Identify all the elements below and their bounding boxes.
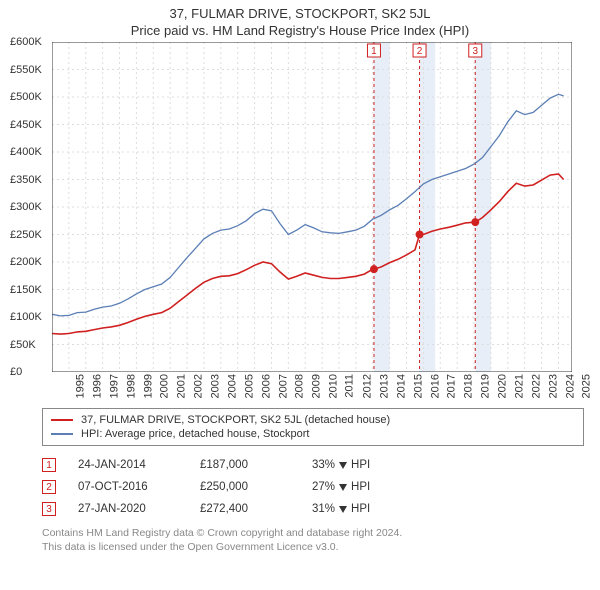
- x-tick-label: 1997: [108, 374, 120, 398]
- svg-text:3: 3: [472, 46, 478, 57]
- y-tick-label: £400K: [10, 146, 50, 158]
- x-axis: 1995 1996 1997 1998 1999 2000 2001 2002 2003 2004…: [52, 374, 572, 402]
- legend-label: HPI: Average price, detached house, Stoc…: [81, 428, 310, 440]
- x-tick-label: 2024: [564, 374, 576, 398]
- footer-line1: Contains HM Land Registry data © Crown c…: [42, 526, 584, 540]
- x-tick-label: 2022: [530, 374, 542, 398]
- transaction-row: 1 24-JAN-2014 £187,000 33% HPI: [42, 454, 584, 476]
- x-tick-label: 2010: [328, 374, 340, 398]
- y-tick-label: £600K: [10, 36, 50, 48]
- x-tick-label: 2012: [361, 374, 373, 398]
- x-tick-label: 1996: [91, 374, 103, 398]
- transaction-marker: 1: [42, 458, 56, 472]
- transaction-delta: 31% HPI: [312, 503, 370, 515]
- x-tick-label: 2007: [277, 374, 289, 398]
- x-tick-label: 2018: [463, 374, 475, 398]
- footer-line2: This data is licensed under the Open Gov…: [42, 540, 584, 554]
- transaction-price: £272,400: [200, 503, 290, 515]
- x-tick-label: 2002: [193, 374, 205, 398]
- chart-area: £0 £50K £100K £150K £200K £250K £300K £350K £400…: [10, 42, 590, 402]
- y-tick-label: £200K: [10, 256, 50, 268]
- plot-svg: 1 2 3: [52, 42, 572, 372]
- chart-container: 37, FULMAR DRIVE, STOCKPORT, SK2 5JL Pri…: [0, 0, 600, 590]
- x-tick-label: 2021: [513, 374, 525, 398]
- transaction-row: 3 27-JAN-2020 £272,400 31% HPI: [42, 498, 584, 520]
- transaction-price: £250,000: [200, 481, 290, 493]
- x-tick-label: 2008: [294, 374, 306, 398]
- transaction-row: 2 07-OCT-2016 £250,000 27% HPI: [42, 476, 584, 498]
- legend-row: HPI: Average price, detached house, Stoc…: [51, 427, 575, 441]
- legend-swatch: [51, 419, 73, 421]
- y-tick-label: £500K: [10, 91, 50, 103]
- x-tick-label: 2000: [159, 374, 171, 398]
- x-tick-label: 2015: [412, 374, 424, 398]
- x-tick-label: 2003: [210, 374, 222, 398]
- delta-percent: 33%: [312, 459, 335, 471]
- x-tick-label: 2004: [226, 374, 238, 398]
- delta-suffix: HPI: [351, 459, 370, 471]
- transaction-date: 27-JAN-2020: [78, 503, 178, 515]
- arrow-down-icon: [339, 506, 347, 513]
- x-tick-label: 1999: [142, 374, 154, 398]
- x-tick-label: 1995: [74, 374, 86, 398]
- legend: 37, FULMAR DRIVE, STOCKPORT, SK2 5JL (de…: [42, 408, 584, 446]
- chart-subtitle: Price paid vs. HM Land Registry's House …: [0, 21, 600, 42]
- chart-title: 37, FULMAR DRIVE, STOCKPORT, SK2 5JL: [0, 0, 600, 21]
- y-axis: £0£50K£100K£150K£200K£250K£300K£350K£400…: [10, 42, 50, 372]
- y-tick-label: £50K: [10, 339, 50, 351]
- transaction-marker: 3: [42, 502, 56, 516]
- y-tick-label: £550K: [10, 64, 50, 76]
- x-tick-label: 2017: [446, 374, 458, 398]
- x-tick-label: 2016: [429, 374, 441, 398]
- y-tick-label: £250K: [10, 229, 50, 241]
- legend-label: 37, FULMAR DRIVE, STOCKPORT, SK2 5JL (de…: [81, 414, 390, 426]
- transaction-delta: 27% HPI: [312, 481, 370, 493]
- delta-percent: 31%: [312, 503, 335, 515]
- y-tick-label: £150K: [10, 284, 50, 296]
- x-tick-label: 2001: [176, 374, 188, 398]
- x-tick-label: 2020: [497, 374, 509, 398]
- legend-swatch: [51, 433, 73, 435]
- transaction-date: 24-JAN-2014: [78, 459, 178, 471]
- arrow-down-icon: [339, 462, 347, 469]
- transaction-price: £187,000: [200, 459, 290, 471]
- x-tick-label: 2006: [260, 374, 272, 398]
- x-tick-label: 2025: [581, 374, 593, 398]
- y-tick-label: £450K: [10, 119, 50, 131]
- x-tick-label: 2009: [311, 374, 323, 398]
- x-tick-label: 2005: [243, 374, 255, 398]
- delta-suffix: HPI: [351, 481, 370, 493]
- x-tick-label: 2013: [378, 374, 390, 398]
- x-tick-label: 2011: [344, 374, 356, 398]
- y-tick-label: £100K: [10, 311, 50, 323]
- transactions-table: 1 24-JAN-2014 £187,000 33% HPI 2 07-OCT-2016 £2…: [42, 454, 584, 520]
- legend-row: 37, FULMAR DRIVE, STOCKPORT, SK2 5JL (de…: [51, 413, 575, 427]
- x-tick-label: 2019: [480, 374, 492, 398]
- arrow-down-icon: [339, 484, 347, 491]
- delta-percent: 27%: [312, 481, 335, 493]
- x-tick-label: 1998: [125, 374, 137, 398]
- svg-text:1: 1: [371, 46, 377, 57]
- transaction-marker: 2: [42, 480, 56, 494]
- transaction-delta: 33% HPI: [312, 459, 370, 471]
- y-tick-label: £350K: [10, 174, 50, 186]
- svg-text:2: 2: [417, 46, 423, 57]
- y-tick-label: £300K: [10, 201, 50, 213]
- delta-suffix: HPI: [351, 503, 370, 515]
- y-tick-label: £0: [10, 366, 50, 378]
- x-tick-label: 2023: [547, 374, 559, 398]
- footer-attribution: Contains HM Land Registry data © Crown c…: [42, 526, 584, 554]
- x-tick-label: 2014: [395, 374, 407, 398]
- transaction-date: 07-OCT-2016: [78, 481, 178, 493]
